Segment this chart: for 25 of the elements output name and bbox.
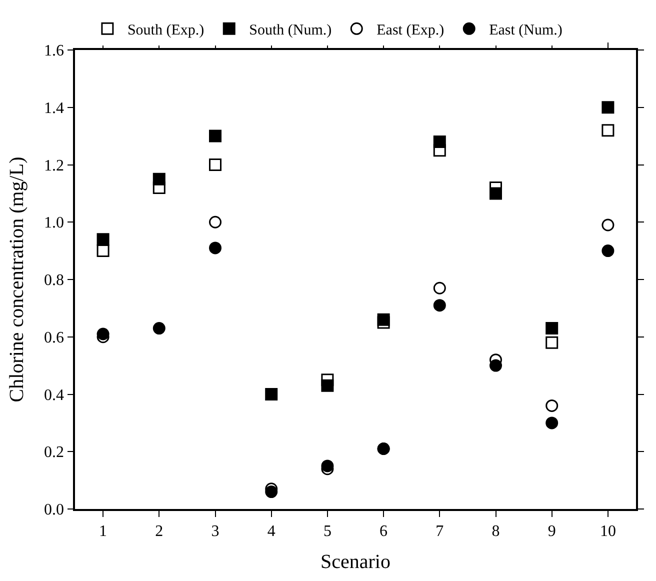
y-tick-label: 1.6 [44,42,64,60]
y-tick-label: 1.4 [44,100,64,117]
y-tick-label: 0.2 [44,444,64,462]
y-tick-label: 1.2 [44,157,64,174]
legend-label: South (Num.) [249,22,332,39]
legend-label: East (Exp.) [376,22,444,39]
x-tick-label: 5 [323,522,332,540]
y-axis-title: Chlorine concentration (mg/L) [6,156,28,402]
legend-label: East (Num.) [489,22,562,39]
y-tick-label: 0.4 [44,386,64,404]
x-tick-label: 2 [155,522,164,540]
y-tick-label: 0.0 [44,502,64,519]
x-tick-label: 9 [548,522,556,540]
x-tick-label: 7 [436,522,444,540]
x-tick-label: 10 [600,522,616,540]
x-tick-label: 3 [211,522,220,540]
x-tick-label: 4 [267,522,276,540]
y-tick-label: 0.8 [44,272,64,290]
legend-label: South (Exp.) [127,22,204,39]
x-tick-label: 6 [380,522,388,540]
y-tick-label: 1.0 [44,214,64,232]
x-axis-title: Scenario [320,550,390,573]
y-tick-label: 0.6 [44,329,64,346]
x-tick-label: 1 [99,522,108,540]
x-tick-label: 8 [492,522,500,540]
